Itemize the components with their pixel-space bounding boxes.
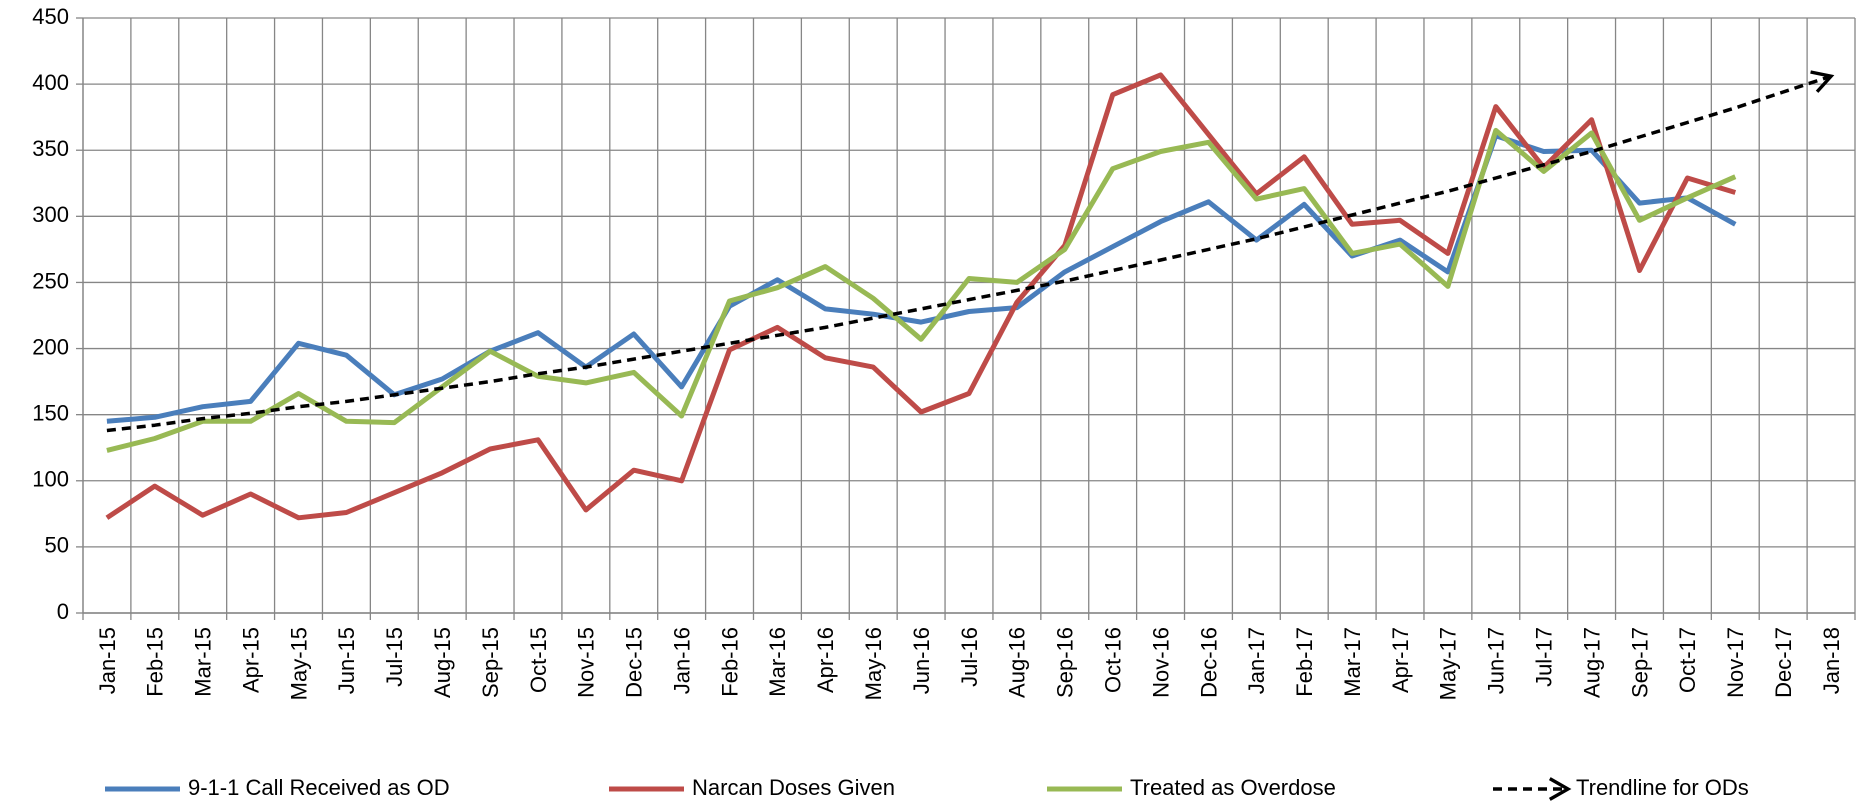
series-line: [106, 127, 1737, 453]
x-tick-label: Jan-16: [669, 627, 694, 694]
x-tick-label: Oct-16: [1100, 627, 1125, 693]
x-tick-label: Jan-15: [95, 627, 120, 694]
y-tick-label: 250: [32, 268, 69, 293]
legend-label: Narcan Doses Given: [692, 775, 895, 800]
x-tick-label: Sep-15: [478, 627, 503, 698]
x-tick-label: Apr-16: [813, 627, 838, 693]
x-tick-label: Jun-16: [909, 627, 934, 694]
x-tick-label: Jun-15: [334, 627, 359, 694]
x-tick-label: Apr-15: [238, 627, 263, 693]
x-tick-label: Mar-15: [191, 627, 216, 697]
x-tick-label: Nov-15: [574, 627, 599, 698]
y-tick-label: 350: [32, 136, 69, 161]
x-tick-label: Dec-17: [1771, 627, 1796, 698]
x-tick-label: Jan-18: [1819, 627, 1844, 694]
x-tick-label: Nov-16: [1148, 627, 1173, 698]
trendline: [106, 70, 1835, 433]
x-tick-label: May-17: [1436, 627, 1461, 700]
x-tick-label: Jul-16: [957, 627, 982, 687]
x-tick-label: Mar-17: [1340, 627, 1365, 697]
x-tick-label: Feb-15: [143, 627, 168, 697]
x-tick-label: Mar-16: [765, 627, 790, 697]
x-tick-label: Dec-15: [622, 627, 647, 698]
y-tick-label: 450: [32, 4, 69, 29]
x-tick-label: Sep-16: [1053, 627, 1078, 698]
legend-label: Treated as Overdose: [1130, 775, 1336, 800]
legend-label: Trendline for ODs: [1576, 775, 1749, 800]
x-tick-label: Apr-17: [1388, 627, 1413, 693]
x-tick-label: May-16: [861, 627, 886, 700]
series-line: [106, 133, 1737, 424]
x-tick-label: Jan-17: [1244, 627, 1269, 694]
x-tick-label: Sep-17: [1627, 627, 1652, 698]
x-tick-label: Feb-16: [717, 627, 742, 697]
y-tick-label: 50: [45, 533, 69, 558]
x-tick-label: Aug-16: [1005, 627, 1030, 698]
y-tick-label: 400: [32, 70, 69, 95]
x-tick-label: Jun-17: [1484, 627, 1509, 694]
x-tick-label: Oct-17: [1675, 627, 1700, 693]
x-tick-label: Aug-15: [430, 627, 455, 698]
x-tick-label: Oct-15: [526, 627, 551, 693]
legend-label: 9-1-1 Call Received as OD: [188, 775, 450, 800]
x-tick-label: Feb-17: [1292, 627, 1317, 697]
y-tick-label: 100: [32, 467, 69, 492]
y-tick-label: 300: [32, 202, 69, 227]
y-tick-label: 200: [32, 334, 69, 359]
x-tick-label: May-15: [286, 627, 311, 700]
y-tick-label: 0: [57, 599, 69, 624]
x-tick-label: Jul-17: [1532, 627, 1557, 687]
x-tick-label: Jul-15: [382, 627, 407, 687]
y-tick-label: 150: [32, 400, 69, 425]
series-line: [105, 72, 1737, 521]
x-tick-label: Nov-17: [1723, 627, 1748, 698]
x-tick-label: Dec-16: [1196, 627, 1221, 698]
x-tick-label: Aug-17: [1579, 627, 1604, 698]
